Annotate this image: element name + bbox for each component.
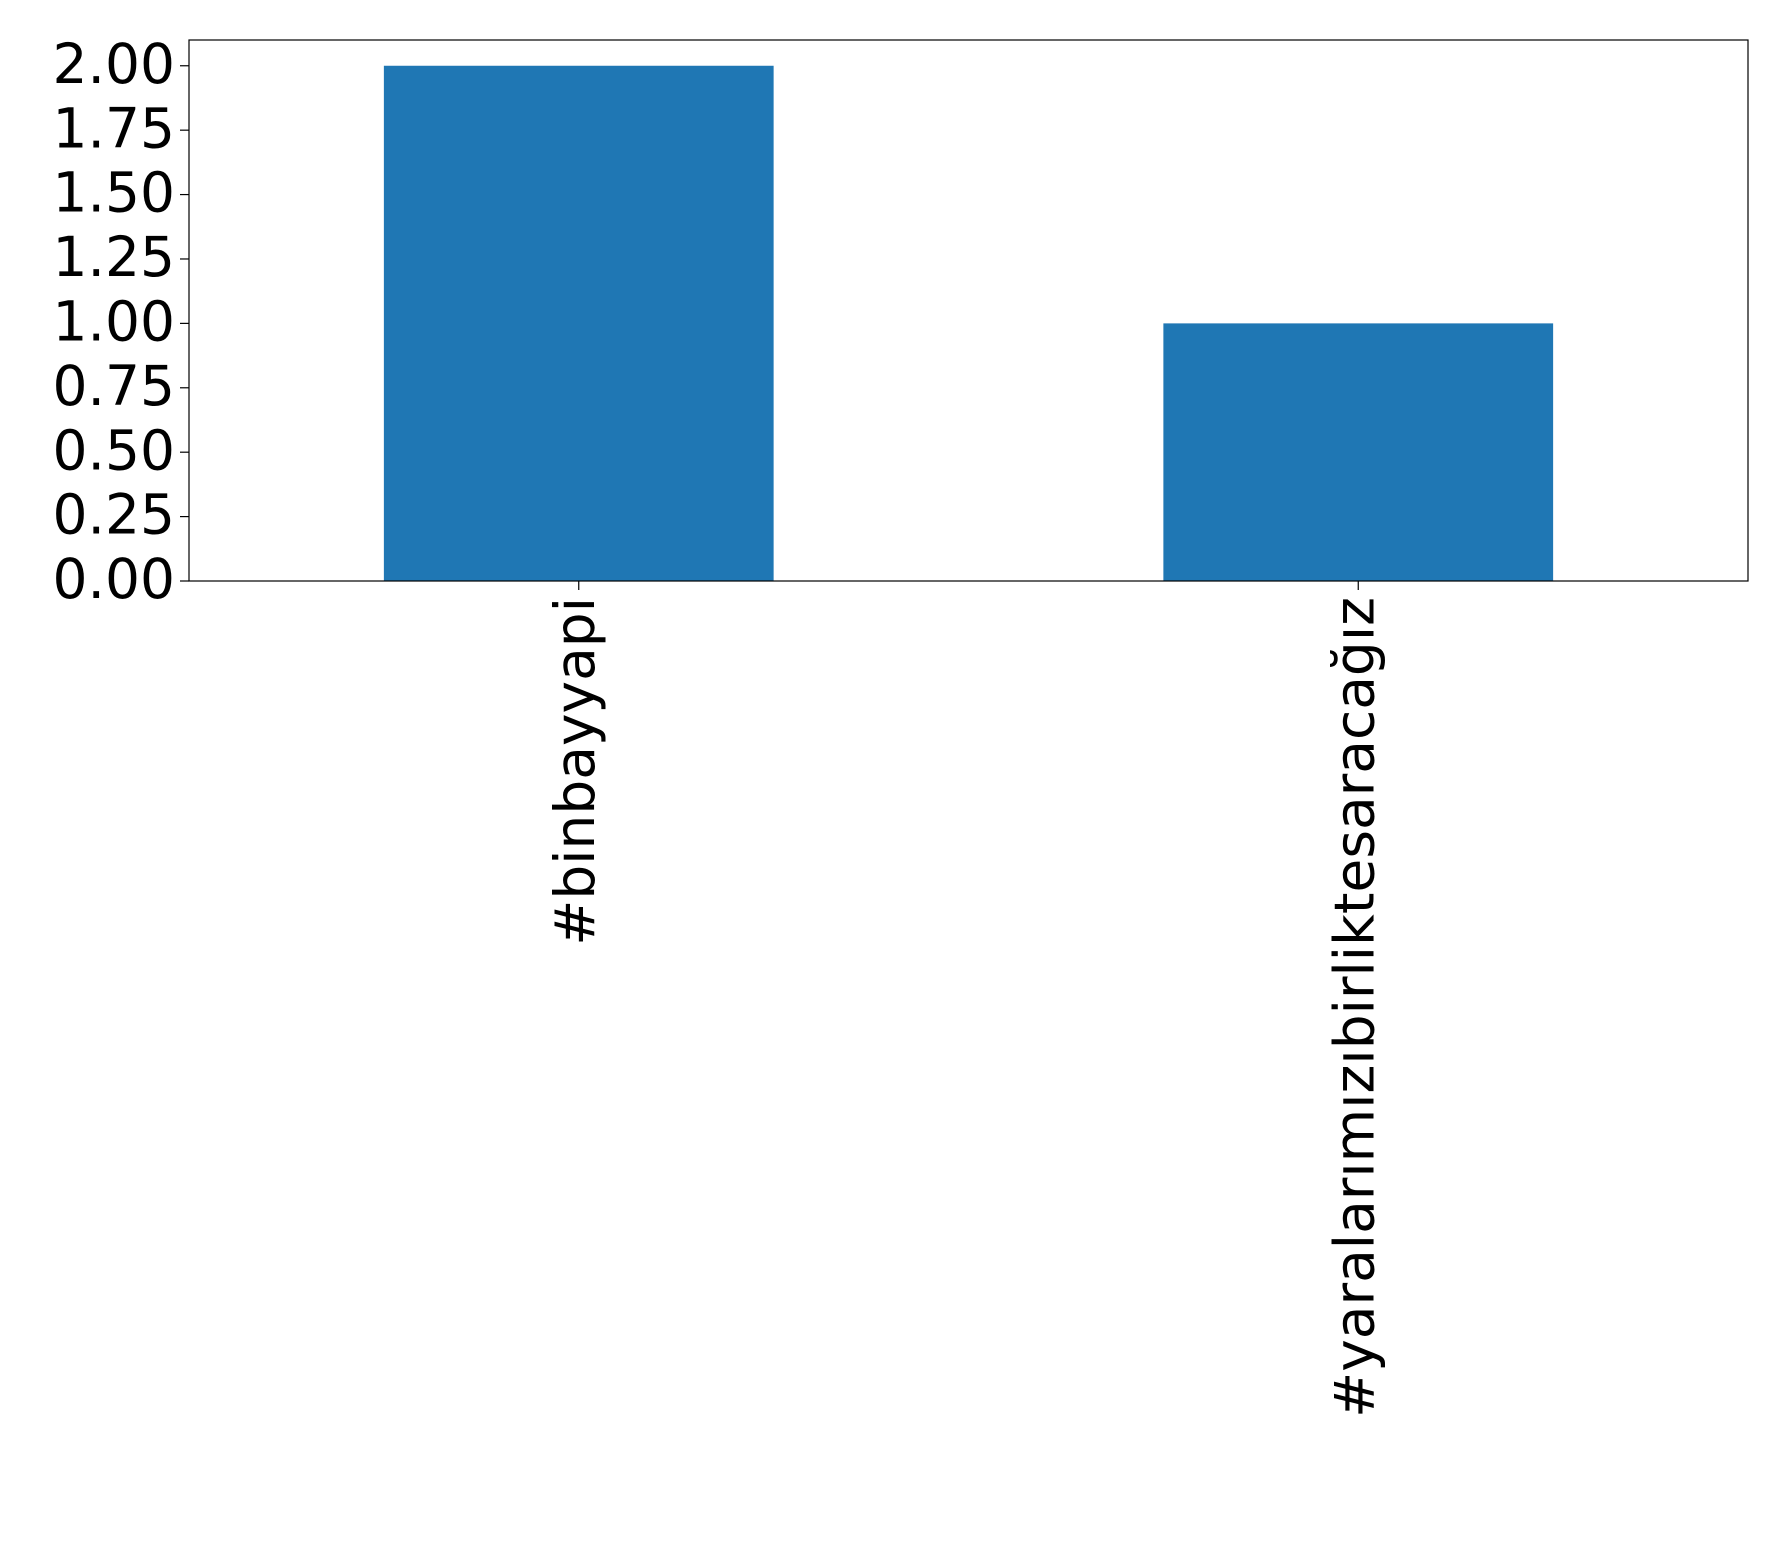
- bar: [1163, 323, 1554, 581]
- x-tick-label: #binbayyapi: [543, 597, 607, 946]
- bar: [383, 65, 774, 581]
- y-tick-label: 0.25: [53, 483, 175, 547]
- y-tick-label: 1.75: [53, 96, 175, 160]
- y-tick-label: 0.50: [53, 418, 175, 482]
- y-tick-label: 1.50: [53, 161, 175, 225]
- y-tick-label: 1.00: [53, 290, 175, 354]
- y-tick-label: 0.00: [53, 547, 175, 611]
- plot-frame: [188, 39, 1749, 582]
- y-tick-label: 0.75: [53, 354, 175, 418]
- y-tick-label: 2.00: [53, 32, 175, 96]
- x-tick-label: #yaralarımızıbirliktesaracağız: [1322, 597, 1386, 1418]
- y-tick-label: 1.25: [53, 225, 175, 289]
